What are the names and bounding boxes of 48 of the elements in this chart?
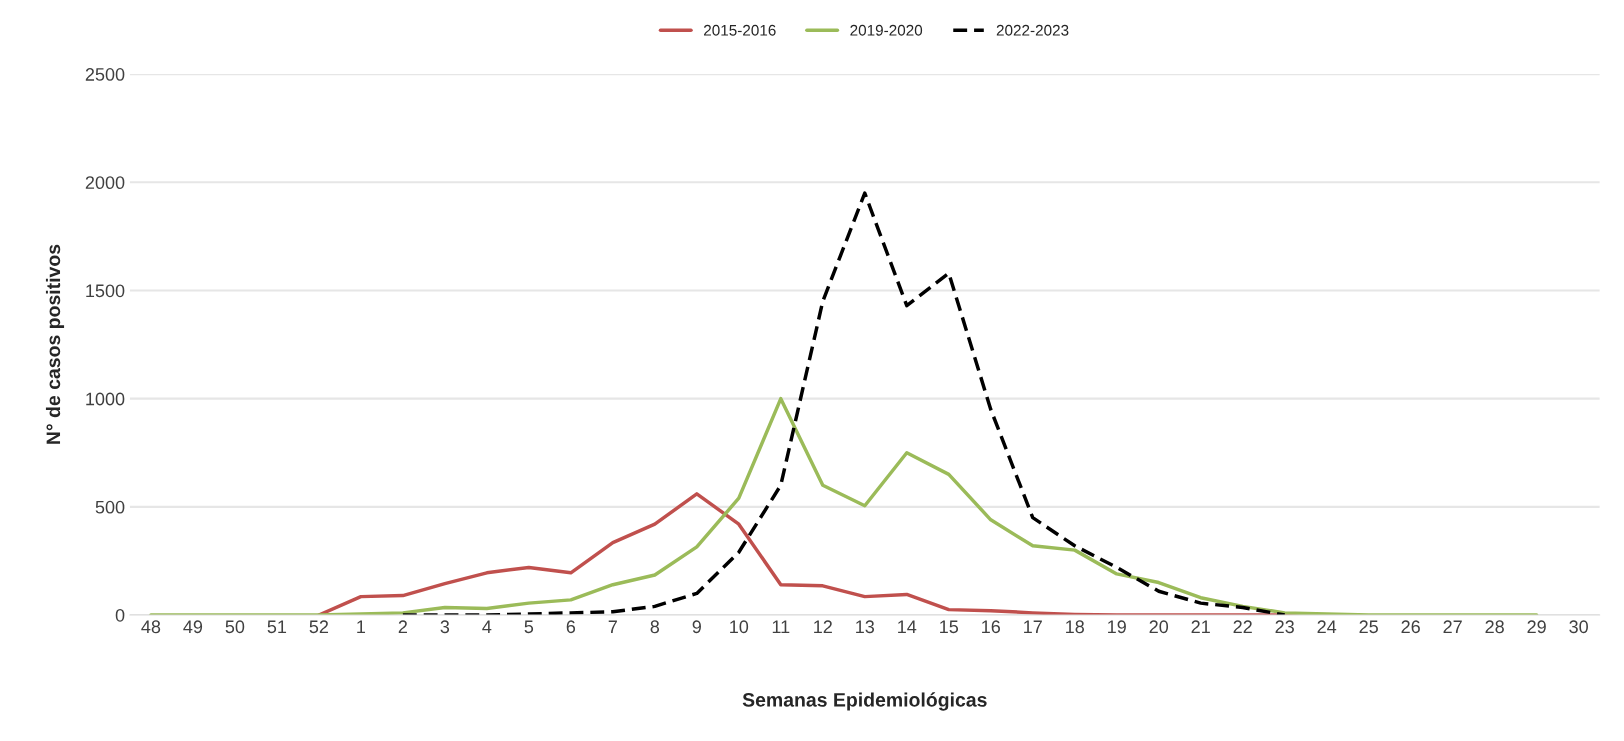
x-tick-label: 18 (1066, 620, 1084, 634)
y-tick-label: 2000 (85, 176, 125, 190)
x-tick-label: 12 (814, 620, 832, 633)
x-tick-label: 5 (524, 620, 534, 634)
x-tick-label: 26 (1401, 620, 1420, 634)
x-tick-label: 23 (1275, 620, 1294, 634)
x-axis-title: Semanas Epidemiológicas (742, 692, 987, 711)
x-tick-label: 10 (730, 620, 749, 634)
x-tick-label: 4 (482, 620, 492, 633)
x-tick-label: 7 (608, 620, 617, 633)
x-tick-label: 52 (309, 620, 329, 634)
y-tick-label: 1500 (86, 284, 125, 298)
x-tick-label: 27 (1443, 620, 1462, 633)
y-tick-label: 1000 (86, 392, 125, 406)
x-tick-label: 28 (1485, 620, 1504, 634)
legend-label: 2022-2023 (996, 24, 1069, 36)
x-tick-label: 6 (566, 620, 576, 634)
x-tick-label: 22 (1233, 620, 1252, 633)
x-tick-label: 15 (940, 620, 959, 634)
x-tick-label: 20 (1149, 620, 1169, 634)
x-tick-label: 8 (650, 620, 660, 634)
x-tick-label: 48 (141, 620, 161, 634)
x-tick-label: 13 (856, 620, 875, 634)
x-tick-label: 16 (982, 620, 1000, 634)
x-tick-label: 19 (1108, 620, 1126, 634)
x-tick-label: 2 (398, 620, 407, 633)
y-tick-label: 2500 (85, 68, 125, 81)
line-series (401, 191, 1287, 616)
x-tick-label: 14 (898, 620, 917, 633)
y-tick-label: 0 (115, 608, 125, 622)
x-tick-label: 17 (1024, 620, 1042, 633)
y-tick-label: 500 (95, 500, 125, 514)
x-tick-label: 49 (183, 620, 203, 634)
x-tick-label: 21 (1191, 620, 1210, 633)
legend-label: 2015-2016 (704, 24, 776, 36)
x-tick-label: 24 (1317, 620, 1337, 633)
x-tick-label: 29 (1527, 620, 1546, 634)
x-tick-label: 51 (267, 620, 287, 634)
legend-label: 2019-2020 (850, 24, 923, 36)
x-tick-label: 50 (225, 620, 245, 634)
x-tick-label: 9 (692, 620, 701, 634)
x-tick-label: 11 (772, 620, 790, 633)
x-tick-label: 1 (357, 620, 366, 633)
line-series (149, 396, 1539, 616)
x-tick-label: 25 (1359, 620, 1378, 634)
x-tick-label: 3 (440, 620, 450, 634)
x-tick-label: 30 (1569, 620, 1588, 634)
y-axis-title: N° de casos positivos (45, 244, 65, 444)
